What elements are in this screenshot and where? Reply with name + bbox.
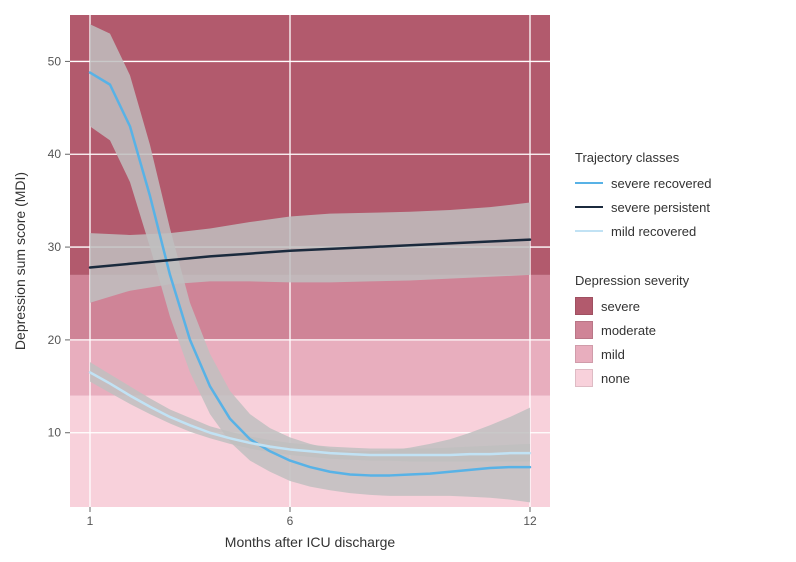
legend-patch-swatch: [575, 321, 593, 339]
legend-label: mild: [601, 347, 625, 362]
y-tick-label: 50: [48, 54, 62, 68]
x-tick-label: 12: [523, 514, 537, 528]
legend-label: mild recovered: [611, 224, 696, 239]
x-axis-label: Months after ICU discharge: [225, 534, 396, 550]
plot-svg: 1 6 12 10 20 30 40 50 Months after ICU discharge…: [0, 0, 560, 562]
legend-line-swatch: [575, 230, 603, 233]
x-tick-label: 6: [287, 514, 294, 528]
legend-item-trajectory: severe recovered: [575, 173, 796, 193]
legend-item-trajectory: mild recovered: [575, 221, 796, 241]
legend-title-trajectory: Trajectory classes: [575, 150, 796, 165]
legend-label: none: [601, 371, 630, 386]
legend-label: severe: [601, 299, 640, 314]
legend-severity: severe moderate mild none: [575, 296, 796, 388]
legend-trajectory: severe recovered severe persistent mild re…: [575, 173, 796, 241]
legend-patch-swatch: [575, 345, 593, 363]
legend-line-swatch: [575, 182, 603, 185]
y-axis-label: Depression sum score (MDI): [12, 172, 28, 350]
y-tick-label: 10: [48, 426, 62, 440]
legend-line-swatch: [575, 206, 603, 209]
y-tick-label: 30: [48, 240, 62, 254]
y-tick-label: 20: [48, 333, 62, 347]
plot-area: 1 6 12 10 20 30 40 50 Months after ICU discharge…: [0, 0, 560, 562]
chart-container: 1 6 12 10 20 30 40 50 Months after ICU discharge…: [0, 0, 796, 562]
legend-label: severe persistent: [611, 200, 710, 215]
legend-label: moderate: [601, 323, 656, 338]
legend-patch-swatch: [575, 369, 593, 387]
severity-band-mild: [70, 340, 550, 396]
legend-item-severity: none: [575, 368, 796, 388]
legend-spacer: [575, 245, 796, 273]
legend-item-trajectory: severe persistent: [575, 197, 796, 217]
legend-patch-swatch: [575, 297, 593, 315]
legend-item-severity: moderate: [575, 320, 796, 340]
y-tick-label: 40: [48, 147, 62, 161]
legend-label: severe recovered: [611, 176, 711, 191]
legend-item-severity: severe: [575, 296, 796, 316]
x-tick-label: 1: [87, 514, 94, 528]
legend-area: Trajectory classes severe recoveredsever…: [560, 0, 796, 562]
legend-item-severity: mild: [575, 344, 796, 364]
legend-title-severity: Depression severity: [575, 273, 796, 288]
